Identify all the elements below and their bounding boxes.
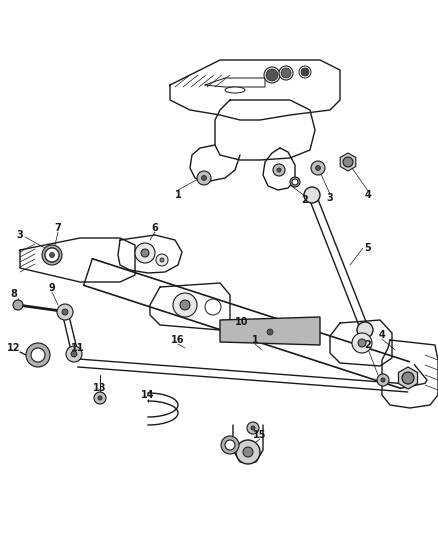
Text: 2: 2 [302,195,308,205]
Circle shape [381,378,385,382]
Circle shape [201,175,206,181]
Circle shape [98,396,102,400]
Circle shape [57,304,73,320]
Polygon shape [399,367,417,389]
Circle shape [225,440,235,450]
Ellipse shape [225,87,245,93]
Circle shape [221,436,239,454]
Circle shape [311,161,325,175]
Text: 15: 15 [253,430,267,440]
Circle shape [281,68,291,78]
Circle shape [236,440,260,464]
Circle shape [42,245,62,265]
Circle shape [141,249,149,257]
Text: 11: 11 [71,343,85,353]
Text: 9: 9 [49,283,55,293]
Circle shape [180,300,190,310]
Polygon shape [220,317,320,345]
Text: 7: 7 [55,223,61,233]
Circle shape [243,447,253,457]
Circle shape [277,168,281,172]
Circle shape [71,351,77,357]
Text: 12: 12 [7,343,21,353]
Circle shape [66,346,82,362]
Text: 5: 5 [364,243,371,253]
Text: 13: 13 [93,383,107,393]
Text: 1: 1 [251,335,258,345]
Text: 6: 6 [152,223,159,233]
Text: 14: 14 [141,390,155,400]
Circle shape [45,248,59,262]
Circle shape [94,392,106,404]
Circle shape [45,248,59,262]
Circle shape [135,243,155,263]
Text: 2: 2 [364,340,371,350]
Circle shape [267,329,273,335]
Circle shape [197,171,211,185]
Circle shape [299,66,311,78]
Circle shape [266,69,278,81]
Circle shape [273,164,285,176]
Circle shape [402,372,414,384]
Circle shape [205,299,221,315]
Circle shape [49,253,54,257]
Polygon shape [340,153,356,171]
Circle shape [173,293,197,317]
Circle shape [62,309,68,315]
Circle shape [26,343,50,367]
Circle shape [247,422,259,434]
Circle shape [315,166,321,171]
Text: 8: 8 [11,289,18,299]
Text: 1: 1 [175,190,181,200]
Text: 3: 3 [17,230,23,240]
Circle shape [343,157,353,167]
Text: 16: 16 [171,335,185,345]
Circle shape [156,254,168,266]
Circle shape [160,258,164,262]
Circle shape [279,66,293,80]
Circle shape [31,348,45,362]
Circle shape [292,179,298,185]
Circle shape [357,322,373,338]
Text: 3: 3 [327,193,333,203]
Text: 4: 4 [378,330,385,340]
Circle shape [358,339,366,347]
Circle shape [301,68,309,76]
Circle shape [290,177,300,187]
Circle shape [13,300,23,310]
Circle shape [377,374,389,386]
Text: 10: 10 [235,317,249,327]
Circle shape [264,67,280,83]
Circle shape [251,426,255,430]
Circle shape [304,187,320,203]
Text: 4: 4 [364,190,371,200]
Circle shape [352,333,372,353]
